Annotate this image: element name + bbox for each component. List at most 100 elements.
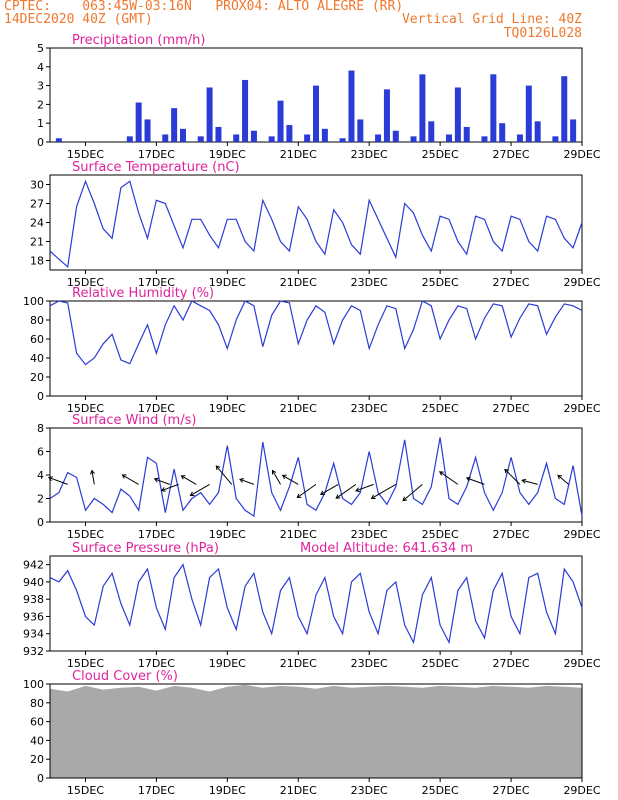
wind-vector bbox=[48, 477, 68, 485]
x-tick-label: 17DEC bbox=[138, 784, 175, 797]
wind-vector-head bbox=[239, 478, 245, 483]
wind-vector-head bbox=[296, 493, 302, 499]
x-tick-label: 29DEC bbox=[563, 148, 600, 161]
precip-bar bbox=[383, 89, 390, 142]
y-tick-label: 4 bbox=[37, 469, 44, 482]
x-tick-label: 17DEC bbox=[138, 402, 175, 415]
panel-title: Relative Humidity (%) bbox=[72, 286, 214, 301]
y-tick-label: 18 bbox=[30, 255, 44, 268]
wind-vector bbox=[282, 474, 299, 485]
y-tick-label: 938 bbox=[23, 593, 44, 606]
wind-vector-head bbox=[121, 474, 127, 479]
wind-vector bbox=[522, 479, 538, 485]
panel-annotation: Model Altitude: 641.634 m bbox=[300, 541, 473, 556]
y-tick-label: 3 bbox=[37, 80, 44, 93]
wind-vector-head bbox=[189, 491, 195, 496]
wind-vector-head bbox=[521, 478, 527, 484]
y-tick-label: 2 bbox=[37, 98, 44, 111]
wind-vector bbox=[402, 484, 423, 501]
x-tick-label: 25DEC bbox=[422, 148, 459, 161]
x-tick-label: 23DEC bbox=[351, 784, 388, 797]
x-tick-label: 27DEC bbox=[493, 784, 530, 797]
y-tick-label: 4 bbox=[37, 61, 44, 74]
series-line bbox=[49, 179, 583, 268]
x-tick-label: 21DEC bbox=[280, 657, 317, 670]
precip-bar bbox=[499, 123, 506, 142]
x-tick-label: 17DEC bbox=[138, 528, 175, 541]
x-tick-label: 19DEC bbox=[209, 402, 246, 415]
wind-vector bbox=[355, 483, 374, 492]
precip-bar bbox=[392, 130, 399, 142]
series-line bbox=[49, 437, 583, 518]
y-tick-label: 8 bbox=[37, 422, 44, 435]
y-tick-label: 940 bbox=[23, 576, 44, 589]
precip-bar bbox=[215, 126, 222, 142]
y-tick-label: 942 bbox=[23, 559, 44, 572]
precip-bar bbox=[206, 87, 213, 142]
panel-3: Surface Wind (m/s) 0 2 4 6 8 15DEC 17DEC 19DEC 21… bbox=[37, 413, 601, 541]
precip-bar bbox=[268, 136, 275, 142]
x-tick-label: 23DEC bbox=[351, 148, 388, 161]
y-tick-label: 60 bbox=[30, 716, 44, 729]
x-tick-label: 15DEC bbox=[67, 276, 104, 289]
x-tick-label: 29DEC bbox=[563, 528, 600, 541]
wind-vector-head bbox=[465, 476, 471, 482]
precip-bar bbox=[171, 108, 178, 142]
y-tick-label: 932 bbox=[23, 645, 44, 658]
x-tick-label: 23DEC bbox=[351, 402, 388, 415]
y-tick-label: 20 bbox=[30, 371, 44, 384]
panel-5: Cloud Cover (%) 0 20 40 60 80 100 15DEC 17DEC 19D… bbox=[23, 669, 601, 797]
panel-frame bbox=[49, 555, 583, 652]
wind-vector-head bbox=[438, 471, 444, 476]
precip-bar bbox=[516, 134, 523, 142]
x-tick-label: 23DEC bbox=[351, 657, 388, 670]
x-tick-label: 29DEC bbox=[563, 657, 600, 670]
panel-title: Surface Temperature (nC) bbox=[72, 160, 240, 175]
wind-vector-head bbox=[319, 490, 325, 495]
x-tick-label: 29DEC bbox=[563, 784, 600, 797]
wind-vector bbox=[215, 465, 233, 485]
x-tick-label: 23DEC bbox=[351, 528, 388, 541]
precip-bar bbox=[286, 125, 293, 142]
precip-bar bbox=[525, 85, 532, 142]
precip-bar bbox=[144, 119, 151, 142]
y-tick-label: 40 bbox=[30, 734, 44, 747]
x-tick-label: 15DEC bbox=[67, 657, 104, 670]
panel-title: Surface Wind (m/s) bbox=[72, 413, 196, 428]
precip-bar bbox=[180, 128, 186, 142]
wind-vector-head bbox=[180, 475, 186, 480]
wind-vector-head bbox=[355, 487, 361, 493]
panel-frame-overlay bbox=[49, 683, 583, 779]
wind-vector bbox=[335, 483, 357, 499]
series-line bbox=[49, 563, 583, 645]
y-tick-label: 0 bbox=[37, 390, 44, 403]
precip-bar bbox=[428, 121, 435, 142]
header-run-date: 14DEC2020 40Z (GMT) bbox=[4, 12, 153, 27]
wind-vector-head bbox=[370, 494, 376, 499]
wind-vector-head bbox=[557, 474, 562, 480]
y-tick-label: 21 bbox=[30, 236, 44, 249]
x-tick-label: 25DEC bbox=[422, 528, 459, 541]
x-tick-label: 21DEC bbox=[280, 784, 317, 797]
wind-vector bbox=[91, 470, 95, 485]
x-tick-label: 15DEC bbox=[67, 148, 104, 161]
y-tick-label: 1 bbox=[37, 117, 44, 130]
precip-bar bbox=[552, 136, 559, 142]
wind-vector-head bbox=[160, 487, 166, 492]
wind-vector bbox=[181, 475, 197, 485]
y-tick-label: 100 bbox=[23, 678, 44, 691]
precip-bar bbox=[463, 126, 470, 142]
wind-vector-head bbox=[90, 469, 95, 475]
x-tick-label: 15DEC bbox=[67, 402, 104, 415]
panel-1: Surface Temperature (nC) 18 21 24 27 30 15DEC 1… bbox=[30, 160, 601, 289]
x-tick-label: 27DEC bbox=[493, 148, 530, 161]
panel-title: Cloud Cover (%) bbox=[72, 669, 178, 684]
x-tick-label: 27DEC bbox=[493, 528, 530, 541]
wind-vector-head bbox=[272, 469, 277, 475]
x-tick-label: 17DEC bbox=[138, 148, 175, 161]
y-tick-label: 6 bbox=[37, 446, 44, 459]
precip-bar bbox=[561, 76, 568, 142]
y-tick-label: 60 bbox=[30, 333, 44, 346]
wind-vector-head bbox=[281, 474, 287, 480]
y-tick-label: 100 bbox=[23, 295, 44, 308]
